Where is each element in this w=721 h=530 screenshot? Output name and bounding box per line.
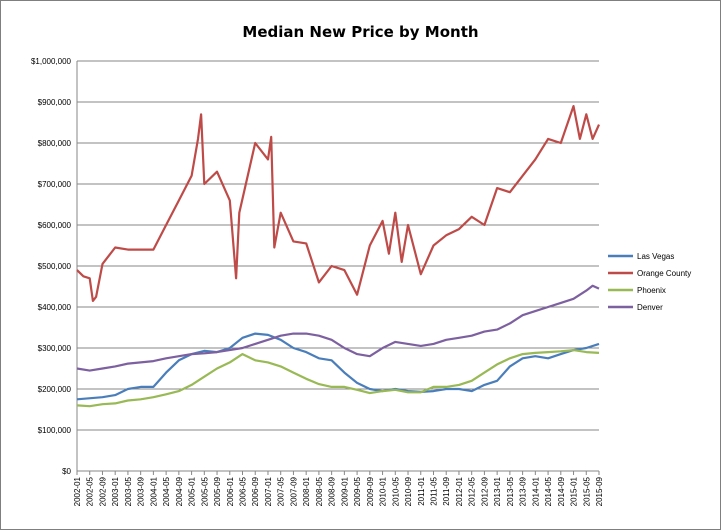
legend-label: Phoenix (637, 286, 666, 295)
x-tick-label: 2012-01 (455, 476, 464, 506)
x-tick-label: 2004-05 (162, 476, 171, 506)
legend-label: Denver (637, 303, 663, 312)
x-tick-label: 2004-09 (175, 476, 184, 506)
y-axis-tick-labels: $0 $100,000 $200,000 $300,000 $400,000 $500,0… (31, 57, 72, 476)
y-tick-label: $400,000 (38, 303, 72, 312)
x-tick-label: 2014-01 (531, 476, 540, 506)
x-tick-label: 2010-05 (391, 476, 400, 506)
y-tick-label: $800,000 (38, 139, 72, 148)
x-tick-label: 2014-09 (557, 476, 566, 506)
x-tick-label: 2005-05 (200, 476, 209, 506)
x-tick-label: 2010-09 (404, 476, 413, 506)
x-tick-label: 2008-09 (328, 476, 337, 506)
x-tick-label: 2009-09 (366, 476, 375, 506)
y-tick-label: $500,000 (38, 262, 72, 271)
x-tick-label: 2007-01 (264, 476, 273, 506)
x-tick-label: 2007-05 (277, 476, 286, 506)
legend-label: Orange County (637, 269, 691, 278)
x-tick-label: 2003-05 (124, 476, 133, 506)
legend: Las Vegas Orange County Phoenix Denver (608, 252, 691, 312)
x-tick-label: 2015-01 (570, 476, 579, 506)
x-tick-label: 2005-01 (188, 476, 197, 506)
x-tick-label: 2012-05 (468, 476, 477, 506)
x-tick-label: 2003-01 (111, 476, 120, 506)
x-tick-label: 2013-01 (493, 476, 502, 506)
series-line-las-vegas (76, 332, 600, 401)
y-tick-label: $0 (62, 467, 71, 476)
x-tick-label: 2009-05 (353, 476, 362, 506)
x-tick-label: 2015-09 (595, 476, 604, 506)
x-tick-label: 2011-05 (429, 476, 438, 505)
x-tick-label: 2008-01 (302, 476, 311, 506)
x-tick-label: 2002-05 (86, 476, 95, 506)
y-tick-label: $300,000 (38, 344, 72, 353)
x-tick-label: 2002-09 (98, 476, 107, 506)
x-tick-label: 2013-05 (506, 476, 515, 506)
axes (76, 61, 599, 472)
y-tick-label: $100,000 (38, 426, 72, 435)
x-tick-label: 2010-01 (379, 476, 388, 506)
series-line-denver (76, 284, 600, 372)
y-tick-label: $900,000 (38, 98, 72, 107)
x-tick-label: 2003-09 (137, 476, 146, 506)
x-tick-label: 2008-05 (315, 476, 324, 506)
x-tick-label: 2006-09 (251, 476, 260, 506)
chart-title: Median New Price by Month (242, 23, 479, 41)
x-tick-label: 2012-09 (480, 476, 489, 506)
series-line-orange-county (76, 104, 601, 302)
x-tick-label: 2011-01 (417, 476, 426, 505)
legend-label: Las Vegas (637, 252, 674, 261)
series-line-phoenix (76, 349, 600, 408)
y-tick-label: $700,000 (38, 180, 72, 189)
x-tick-label: 2014-05 (544, 476, 553, 506)
y-tick-label: $600,000 (38, 221, 72, 230)
y-tick-label: $200,000 (38, 385, 72, 394)
x-tick-label: 2006-01 (226, 476, 235, 506)
x-tick-label: 2015-05 (582, 476, 591, 506)
x-tick-label: 2013-09 (519, 476, 528, 506)
x-tick-label: 2005-09 (213, 476, 222, 506)
x-tick-label: 2007-09 (289, 476, 298, 506)
x-tick-label: 2009-01 (340, 476, 349, 506)
y-tick-label: $1,000,000 (31, 57, 72, 66)
series-lines (76, 104, 601, 408)
x-tick-label: 2011-09 (442, 476, 451, 505)
x-tick-label: 2002-01 (73, 476, 82, 506)
gridlines (77, 60, 599, 472)
x-tick-label: 2006-05 (239, 476, 248, 506)
x-axis-tick-labels: 2002-01 2002-05 2002-09 2003-01 2003-05 2003-… (73, 471, 604, 506)
x-tick-label: 2004-01 (149, 476, 158, 506)
